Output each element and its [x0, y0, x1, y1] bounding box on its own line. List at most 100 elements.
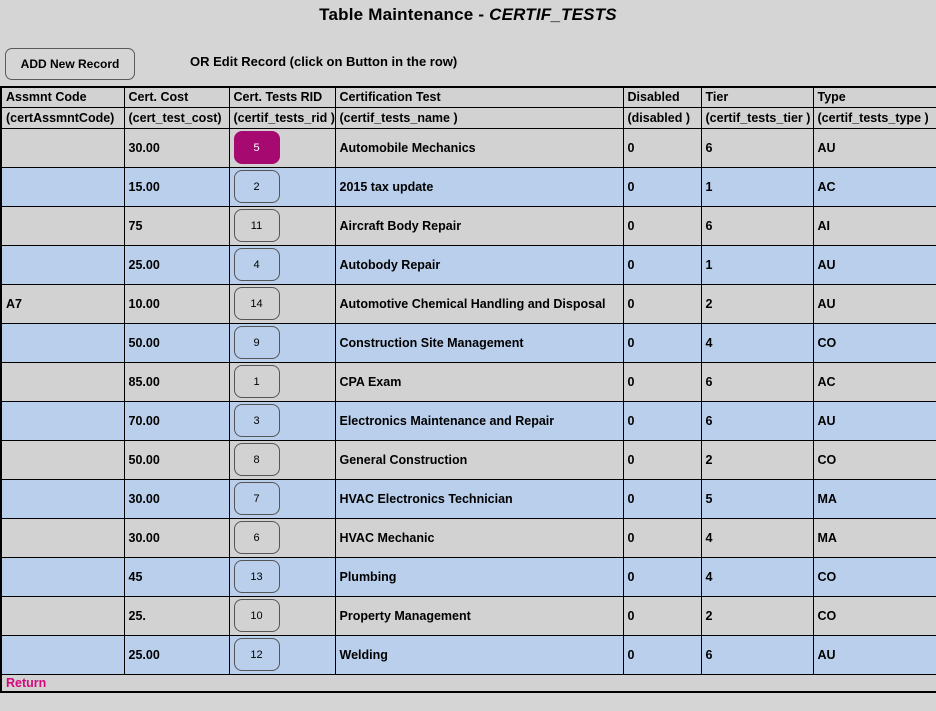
table-row: 25.00 12 Welding 0 6 AU [0, 634, 936, 675]
table-row: 30.00 7 HVAC Electronics Technician 0 5 MA [0, 478, 936, 519]
cell-certification-test: Electronics Maintenance and Repair [334, 400, 624, 441]
cell-certification-test: Autobody Repair [334, 244, 624, 285]
edit-record-button[interactable]: 9 [233, 326, 280, 359]
cell-cert-cost: 25. [123, 595, 230, 636]
edit-record-button[interactable]: 2 [233, 170, 280, 203]
cell-disabled: 0 [622, 478, 702, 519]
cell-assmnt-code [0, 361, 125, 402]
column-header-label: Tier [700, 86, 814, 108]
cell-tier: 6 [700, 205, 814, 246]
cell-disabled: 0 [622, 283, 702, 324]
cell-cert-tests-rid: 3 [228, 400, 336, 441]
cell-type: MA [812, 478, 936, 519]
cell-disabled: 0 [622, 556, 702, 597]
toolbar: ADD New Record OR Edit Record (click on … [0, 46, 936, 82]
cell-certification-test: Welding [334, 634, 624, 675]
cell-cert-cost: 25.00 [123, 634, 230, 675]
column-header-fieldname: (certif_tests_rid ) [228, 106, 336, 129]
cell-assmnt-code: A7 [0, 283, 125, 324]
cell-disabled: 0 [622, 400, 702, 441]
cell-disabled: 0 [622, 595, 702, 636]
table-row: 25. 10 Property Management 0 2 CO [0, 595, 936, 636]
cell-certification-test: Construction Site Management [334, 322, 624, 363]
table-row: 70.00 3 Electronics Maintenance and Repair… [0, 400, 936, 441]
table-row: 15.00 2 2015 tax update 0 1 AC [0, 166, 936, 207]
edit-record-button[interactable]: 12 [233, 638, 280, 671]
records-table-header: Assmnt Code Cert. Cost Cert. Tests RID Cert… [0, 86, 936, 129]
header-fieldname-row: (certAssmntCode) (cert_test_cost) (certif_… [0, 106, 936, 129]
cell-cert-tests-rid: 5 [228, 127, 336, 168]
cell-cert-tests-rid: 6 [228, 517, 336, 558]
cell-cert-cost: 85.00 [123, 361, 230, 402]
cell-cert-tests-rid: 13 [228, 556, 336, 597]
edit-record-button[interactable]: 7 [233, 482, 280, 515]
cell-tier: 2 [700, 595, 814, 636]
edit-record-button[interactable]: 5 [233, 131, 280, 164]
cell-cert-cost: 30.00 [123, 478, 230, 519]
cell-disabled: 0 [622, 517, 702, 558]
cell-tier: 4 [700, 322, 814, 363]
edit-record-button[interactable]: 3 [233, 404, 280, 437]
edit-record-button[interactable]: 6 [233, 521, 280, 554]
cell-assmnt-code [0, 244, 125, 285]
table-row: 75 11 Aircraft Body Repair 0 6 AI [0, 205, 936, 246]
cell-tier: 2 [700, 439, 814, 480]
cell-assmnt-code [0, 478, 125, 519]
cell-tier: 1 [700, 244, 814, 285]
cell-tier: 4 [700, 556, 814, 597]
cell-assmnt-code [0, 322, 125, 363]
cell-certification-test: Plumbing [334, 556, 624, 597]
cell-disabled: 0 [622, 127, 702, 168]
cell-type: AC [812, 166, 936, 207]
cell-disabled: 0 [622, 166, 702, 207]
cell-tier: 1 [700, 166, 814, 207]
cell-cert-cost: 75 [123, 205, 230, 246]
records-table: Assmnt Code Cert. Cost Cert. Tests RID Cert… [0, 86, 936, 693]
cell-cert-tests-rid: 4 [228, 244, 336, 285]
table-row: 25.00 4 Autobody Repair 0 1 AU [0, 244, 936, 285]
column-header-fieldname: (certif_tests_type ) [812, 106, 936, 129]
cell-certification-test: 2015 tax update [334, 166, 624, 207]
column-header-label: Disabled [622, 86, 702, 108]
cell-type: AU [812, 244, 936, 285]
edit-record-button[interactable]: 10 [233, 599, 280, 632]
edit-record-button[interactable]: 8 [233, 443, 280, 476]
cell-type: AU [812, 283, 936, 324]
cell-disabled: 0 [622, 439, 702, 480]
cell-cert-cost: 50.00 [123, 439, 230, 480]
cell-assmnt-code [0, 439, 125, 480]
page-title-prefix: Table Maintenance - [319, 5, 490, 24]
table-row: 45 13 Plumbing 0 4 CO [0, 556, 936, 597]
table-row: A7 10.00 14 Automotive Chemical Handling an… [0, 283, 936, 324]
cell-assmnt-code [0, 517, 125, 558]
column-header-fieldname: (certAssmntCode) [0, 106, 125, 129]
add-new-record-button[interactable]: ADD New Record [5, 48, 135, 80]
edit-record-button[interactable]: 13 [233, 560, 280, 593]
column-header-fieldname: (certif_tests_tier ) [700, 106, 814, 129]
cell-cert-tests-rid: 14 [228, 283, 336, 324]
column-header-label: Certification Test [334, 86, 624, 108]
cell-tier: 4 [700, 517, 814, 558]
cell-tier: 6 [700, 634, 814, 675]
cell-assmnt-code [0, 127, 125, 168]
cell-assmnt-code [0, 595, 125, 636]
edit-record-button[interactable]: 14 [233, 287, 280, 320]
header-label-row: Assmnt Code Cert. Cost Cert. Tests RID Cert… [0, 86, 936, 108]
cell-disabled: 0 [622, 322, 702, 363]
table-row: 50.00 9 Construction Site Management 0 4 CO [0, 322, 936, 363]
cell-cert-tests-rid: 1 [228, 361, 336, 402]
cell-cert-tests-rid: 2 [228, 166, 336, 207]
column-header-label: Type [812, 86, 936, 108]
return-link[interactable]: Return [6, 675, 47, 690]
edit-record-button[interactable]: 1 [233, 365, 280, 398]
cell-cert-cost: 30.00 [123, 517, 230, 558]
cell-tier: 6 [700, 400, 814, 441]
edit-record-button[interactable]: 4 [233, 248, 280, 281]
cell-type: CO [812, 556, 936, 597]
cell-tier: 5 [700, 478, 814, 519]
cell-type: AU [812, 634, 936, 675]
edit-record-button[interactable]: 11 [233, 209, 280, 242]
cell-certification-test: HVAC Electronics Technician [334, 478, 624, 519]
cell-cert-tests-rid: 7 [228, 478, 336, 519]
